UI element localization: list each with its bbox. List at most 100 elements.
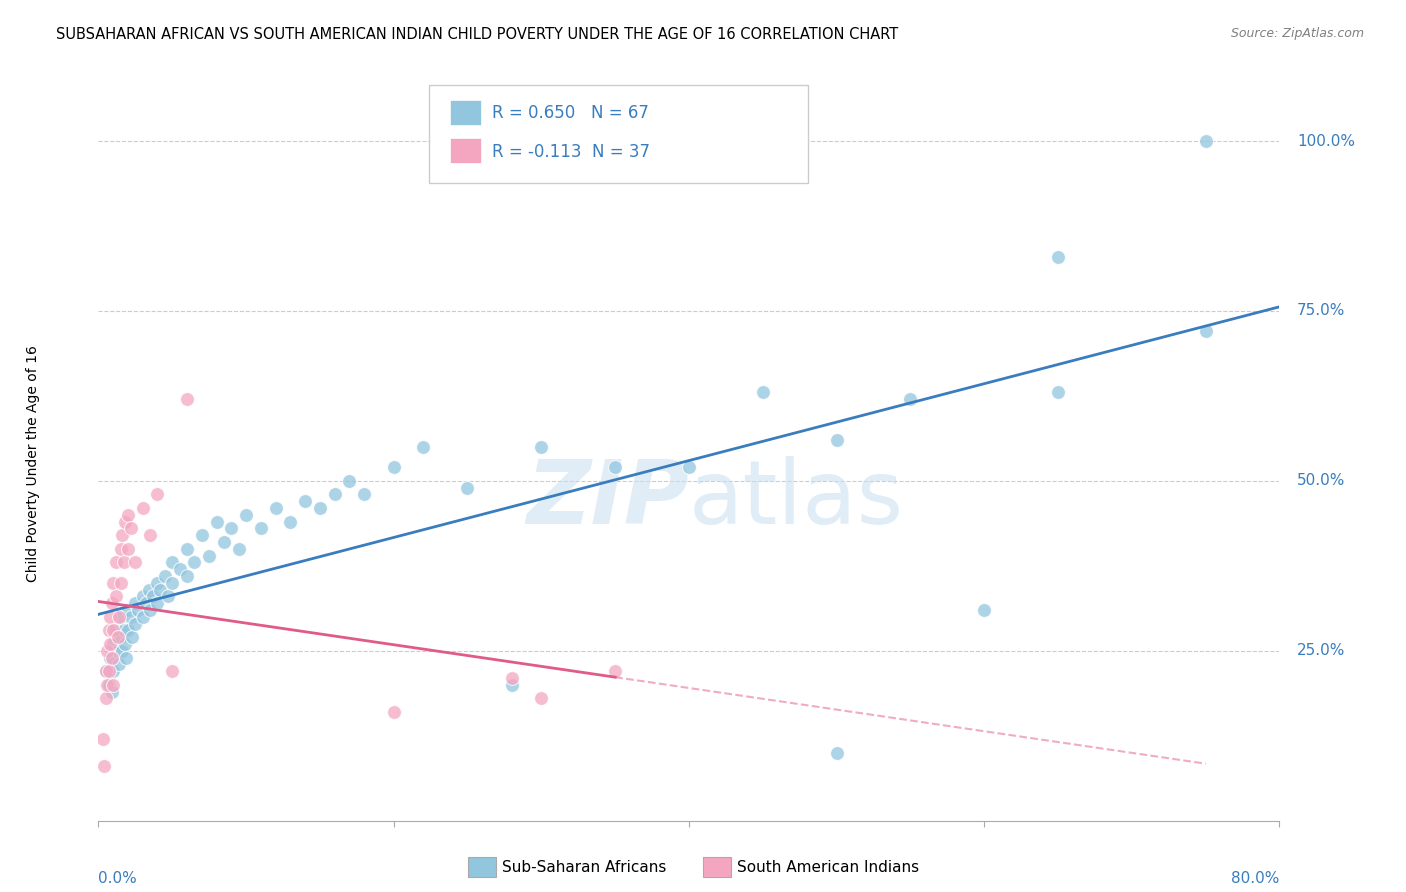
Point <box>751 385 773 400</box>
Text: R = -0.113  N = 37: R = -0.113 N = 37 <box>492 143 650 161</box>
Text: 75.0%: 75.0% <box>1298 303 1346 318</box>
Text: 50.0%: 50.0% <box>1298 474 1346 488</box>
Point <box>98 650 121 665</box>
Point <box>94 664 117 678</box>
Point <box>94 664 117 678</box>
Text: SUBSAHARAN AFRICAN VS SOUTH AMERICAN INDIAN CHILD POVERTY UNDER THE AGE OF 16 CO: SUBSAHARAN AFRICAN VS SOUTH AMERICAN IND… <box>56 27 898 42</box>
Point <box>146 575 169 590</box>
Text: 0.0%: 0.0% <box>98 871 138 886</box>
Point <box>132 501 155 516</box>
Point <box>605 664 627 678</box>
Point <box>110 630 132 644</box>
Point <box>219 521 242 535</box>
Point <box>97 664 120 678</box>
Point <box>93 759 115 773</box>
Point <box>1195 324 1218 338</box>
Point <box>100 596 122 610</box>
Point <box>205 515 228 529</box>
Text: atlas: atlas <box>689 456 904 543</box>
Point <box>162 555 183 569</box>
Point <box>103 624 125 638</box>
Point <box>169 562 191 576</box>
Point <box>353 487 375 501</box>
Point <box>108 657 131 672</box>
Point <box>382 460 405 475</box>
Point <box>501 671 523 685</box>
Point <box>103 637 125 651</box>
Point <box>124 555 146 569</box>
Point <box>111 644 134 658</box>
Point <box>501 678 523 692</box>
Text: Source: ZipAtlas.com: Source: ZipAtlas.com <box>1230 27 1364 40</box>
Point <box>678 460 700 475</box>
Point <box>96 678 118 692</box>
Point <box>825 433 848 447</box>
Point <box>108 609 131 624</box>
Point <box>1195 134 1218 148</box>
Text: 25.0%: 25.0% <box>1298 643 1346 658</box>
Text: 100.0%: 100.0% <box>1298 134 1355 149</box>
Point <box>103 575 125 590</box>
Point <box>146 487 169 501</box>
Point <box>110 541 132 556</box>
Point <box>115 650 138 665</box>
Point <box>105 590 128 604</box>
Point <box>530 440 553 454</box>
Point <box>176 541 198 556</box>
Point <box>156 590 179 604</box>
Text: ZIP: ZIP <box>526 456 689 543</box>
Point <box>1046 385 1069 400</box>
Point <box>412 440 434 454</box>
Point <box>132 590 155 604</box>
Point <box>456 481 478 495</box>
Point <box>973 603 995 617</box>
Text: Child Poverty Under the Age of 16: Child Poverty Under the Age of 16 <box>27 345 41 582</box>
Point <box>107 644 129 658</box>
Point <box>337 474 360 488</box>
Point <box>124 596 146 610</box>
Text: Sub-Saharan Africans: Sub-Saharan Africans <box>502 860 666 874</box>
Point <box>97 678 120 692</box>
Point <box>96 644 118 658</box>
Point <box>132 609 155 624</box>
Point <box>191 528 214 542</box>
Point <box>294 494 316 508</box>
Point <box>176 569 198 583</box>
Point <box>1046 250 1069 264</box>
Point <box>103 664 125 678</box>
Point <box>112 555 135 569</box>
Point <box>94 691 117 706</box>
Point <box>605 460 627 475</box>
Point <box>120 609 142 624</box>
Point <box>264 501 287 516</box>
Point <box>138 582 160 597</box>
Point <box>117 508 139 522</box>
Point <box>105 624 128 638</box>
Point <box>105 555 128 569</box>
Point <box>135 596 157 610</box>
Point <box>176 392 198 407</box>
Point <box>110 575 132 590</box>
Point <box>91 732 114 747</box>
Text: South American Indians: South American Indians <box>737 860 920 874</box>
Point <box>103 678 125 692</box>
Point <box>309 501 332 516</box>
Point <box>110 609 132 624</box>
Point <box>250 521 273 535</box>
Point <box>235 508 257 522</box>
Point <box>212 535 235 549</box>
Point <box>382 705 405 719</box>
Point <box>117 624 139 638</box>
Point <box>114 515 136 529</box>
Point <box>162 575 183 590</box>
Point <box>139 528 162 542</box>
Point <box>117 541 139 556</box>
Point <box>97 624 120 638</box>
Point <box>228 541 250 556</box>
Point <box>98 637 121 651</box>
Point <box>98 609 121 624</box>
Point <box>114 637 136 651</box>
Point <box>900 392 922 407</box>
Point <box>100 650 122 665</box>
Point <box>127 603 149 617</box>
